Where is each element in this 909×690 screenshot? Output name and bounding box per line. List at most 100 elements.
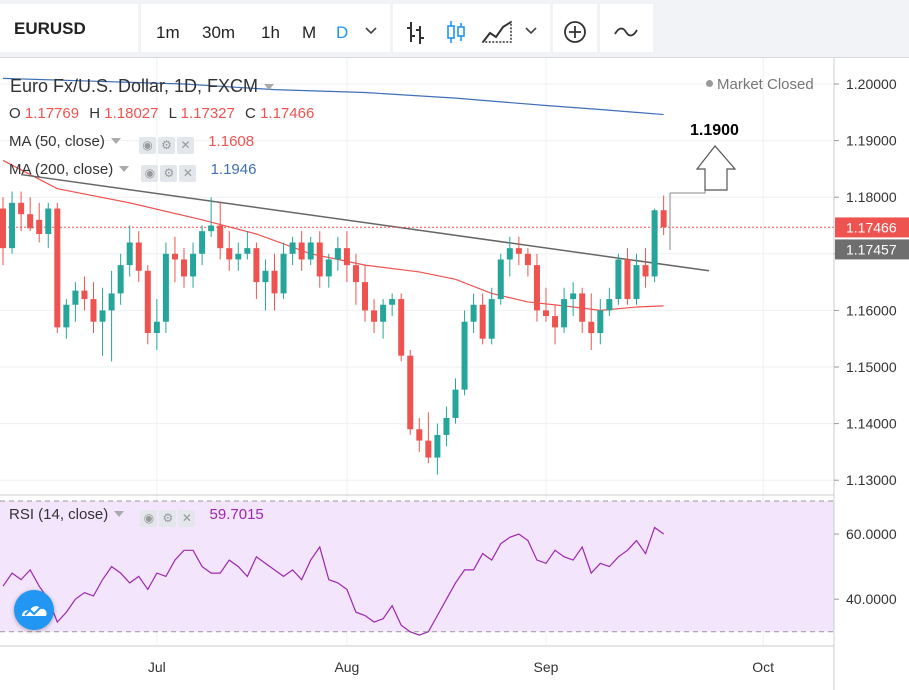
- rsi-band: [0, 501, 834, 632]
- candle-body: [325, 259, 332, 277]
- market-status-text: Market Closed: [717, 76, 814, 93]
- candle-body: [63, 304, 70, 328]
- symbol-label[interactable]: EURUSD: [14, 19, 86, 38]
- ma200-visibility-icon[interactable]: ◉: [141, 165, 159, 182]
- candle-body: [9, 202, 16, 249]
- ma50-legend: MA (50, close) ◉ ⚙ ✕ 1.1608: [9, 133, 254, 154]
- ma50-remove-icon[interactable]: ✕: [177, 137, 195, 154]
- candle-body: [199, 231, 206, 254]
- target-connector: [669, 190, 706, 250]
- chart-canvas[interactable]: 1.200001.190001.180001.170001.160001.150…: [0, 58, 909, 690]
- rsi-pane[interactable]: [2, 526, 665, 636]
- rsi-label: RSI (14, close): [9, 506, 109, 523]
- rsi-remove-icon[interactable]: ✕: [178, 510, 196, 527]
- symbol-box[interactable]: EURUSD: [0, 4, 138, 52]
- price-tick-label: 1.19000: [846, 133, 897, 149]
- chart-title-row: Euro Fx/U.S. Dollar, 1D, FXCM: [10, 76, 275, 97]
- interval-1h[interactable]: 1h: [261, 23, 280, 42]
- rsi-line: [2, 526, 665, 636]
- candle-body: [362, 282, 368, 311]
- candle-body: [389, 299, 396, 305]
- time-scale[interactable]: Jul Aug Sep Oct: [148, 659, 774, 675]
- candle-body: [461, 321, 468, 390]
- candle-body: [162, 253, 169, 322]
- chart-title: Euro Fx/U.S. Dollar, 1D, FXCM: [10, 76, 259, 96]
- area-icon[interactable]: [481, 18, 513, 46]
- price-tick-label: 1.13000: [846, 472, 897, 488]
- candle-body: [334, 248, 341, 260]
- top-toolbar: EURUSD 1m 30m 1h M D: [0, 0, 909, 58]
- target-price-label: 1.1900: [690, 122, 739, 139]
- rsi-visibility-icon[interactable]: ◉: [140, 510, 158, 527]
- candle-body: [642, 265, 649, 277]
- target-annotation: [669, 145, 737, 250]
- ma200-dropdown-icon[interactable]: [119, 166, 130, 172]
- tradingview-logo-icon[interactable]: [14, 590, 54, 630]
- interval-month[interactable]: M: [302, 23, 317, 42]
- candle-body: [316, 242, 323, 277]
- ma50-line: [2, 159, 664, 312]
- candle-body: [208, 225, 215, 232]
- ohlc-row: O 1.17769 H 1.18027 L 1.17327 C 1.17466: [9, 105, 314, 122]
- candle-body: [479, 304, 486, 339]
- candle-body: [606, 299, 613, 311]
- candle-body: [434, 434, 441, 458]
- candle-body: [72, 290, 79, 305]
- candle-body: [253, 248, 260, 283]
- candle-body: [144, 270, 151, 334]
- candle-body: [570, 293, 577, 300]
- candle-body: [190, 253, 197, 277]
- ma50-visibility-icon[interactable]: ◉: [139, 137, 157, 154]
- candles-icon[interactable]: [443, 18, 469, 46]
- candle-body: [343, 248, 350, 266]
- candle-body: [298, 242, 305, 260]
- candle-body: [506, 248, 513, 260]
- candle-body: [407, 355, 414, 430]
- price-tick-label: 1.20000: [846, 76, 897, 92]
- candle-body: [416, 429, 423, 441]
- rsi-tick-label: 60.0000: [846, 526, 897, 542]
- interval-30m[interactable]: 30m: [202, 23, 236, 42]
- candle-body: [524, 253, 531, 266]
- indicator-group: [553, 4, 597, 52]
- candle-body: [443, 417, 450, 435]
- drawing-icon[interactable]: [613, 18, 639, 46]
- candle-body: [380, 304, 387, 322]
- ma200-remove-icon[interactable]: ✕: [179, 165, 197, 182]
- candle-body: [135, 242, 142, 271]
- rsi-dropdown-icon[interactable]: [114, 511, 125, 517]
- time-tick-label: Aug: [334, 659, 359, 675]
- candle-body: [651, 210, 658, 277]
- candle-body: [280, 253, 287, 294]
- price-pane[interactable]: [0, 77, 834, 475]
- chart-type-dropdown-chevron-icon[interactable]: [523, 25, 539, 37]
- candle-body: [99, 310, 106, 322]
- bars-icon[interactable]: [403, 18, 429, 46]
- candle-body: [425, 440, 432, 458]
- title-dropdown-icon[interactable]: [264, 84, 275, 90]
- high-label: H: [89, 105, 101, 122]
- candle-body: [579, 293, 586, 322]
- interval-dropdown-chevron-icon[interactable]: [363, 25, 379, 37]
- chart-type-group: [393, 4, 550, 52]
- candle-body: [45, 208, 52, 234]
- interval-day[interactable]: D: [336, 23, 349, 42]
- candle-body: [171, 253, 178, 260]
- candle-body: [633, 265, 640, 300]
- candle-body: [660, 210, 667, 228]
- price-scale[interactable]: 1.200001.190001.180001.170001.160001.150…: [834, 76, 909, 607]
- ma200-settings-icon[interactable]: ⚙: [160, 165, 178, 182]
- ma200-label: MA (200, close): [9, 161, 114, 178]
- close-value: 1.17466: [260, 105, 315, 122]
- interval-1m[interactable]: 1m: [156, 23, 180, 42]
- candle-body: [515, 248, 522, 254]
- ma50-settings-icon[interactable]: ⚙: [158, 137, 176, 154]
- candle-body: [307, 242, 314, 260]
- ma50-dropdown-icon[interactable]: [110, 138, 121, 144]
- time-tick-label: Sep: [534, 659, 559, 675]
- rsi-tick-label: 40.0000: [846, 591, 897, 607]
- rsi-settings-icon[interactable]: ⚙: [159, 510, 177, 527]
- price-tick-label: 1.15000: [846, 359, 897, 375]
- add-indicator-icon[interactable]: [562, 18, 588, 46]
- candle-body: [226, 248, 233, 260]
